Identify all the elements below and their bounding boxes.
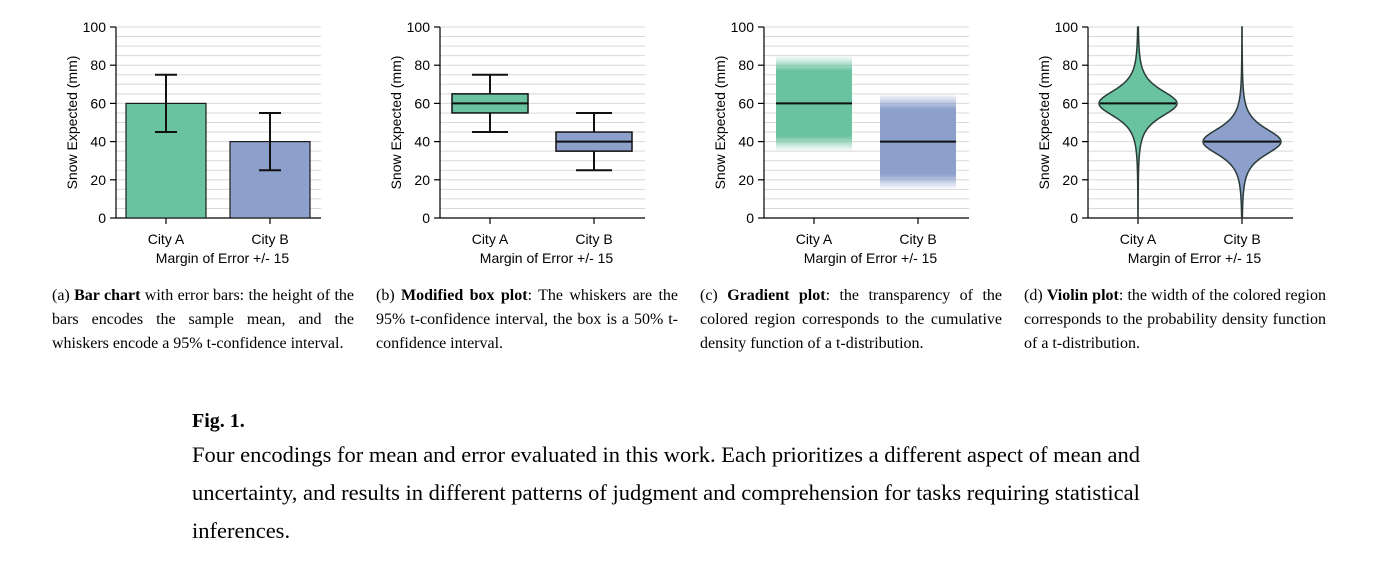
caption-d: (d) Violin plot: the width of the colore…: [1024, 284, 1326, 356]
caption-c-text: : the transparency of the colored region…: [700, 287, 1003, 352]
caption-a-prefix: (a): [52, 287, 75, 304]
bar-y-tick-label: 40: [90, 134, 106, 150]
violin-plot: 0 20 40 60 80 100 City A City B Margin of Error …: [1036, 19, 1293, 266]
bar-y-tick-label: 80: [90, 57, 106, 73]
gradient-x-axis-label: Margin of Error +/- 15: [804, 250, 938, 266]
caption-a: (a) Bar chart with error bars: the heigh…: [52, 284, 354, 356]
panel-c: 0 20 40 60 80 100 City A City B Margin of Error …: [700, 0, 1020, 390]
caption-d-text: : the width of the colored region corres…: [1024, 287, 1326, 352]
gradient-y-tick-label: 0: [746, 210, 754, 226]
box-plot: 0 20 40 60 80 100 City A City B Margin of Error …: [388, 19, 645, 266]
gradient-plot: 0 20 40 60 80 100 City A City B Margin of Error …: [712, 19, 969, 266]
bar-y-axis-label: Snow Expected (mm): [64, 56, 80, 190]
box-x-tick-label: City B: [575, 231, 612, 247]
caption-b: (b) Modified box plot: The whiskers are …: [376, 284, 678, 356]
caption-c-bold: Gradient plot: [727, 287, 826, 304]
violin-y-tick-label: 80: [1062, 57, 1078, 73]
gradient-y-tick-label: 100: [731, 19, 755, 35]
violin-body: [1098, 26, 1178, 219]
box-y-tick-label: 40: [414, 134, 430, 150]
box-y-tick-label: 100: [407, 19, 431, 35]
violin-x-tick-label: City A: [1120, 231, 1157, 247]
gradient-y-tick-label: 20: [738, 172, 754, 188]
figure-label: Fig. 1.: [192, 410, 245, 432]
panel-b: 0 20 40 60 80 100 City A City B Margin of Error …: [376, 0, 696, 390]
box-y-tick-label: 20: [414, 172, 430, 188]
bar-x-tick-label: City A: [148, 231, 185, 247]
gradient-y-tick-label: 40: [738, 134, 754, 150]
caption-b-text: : The whiskers are the 95% t-confidence …: [376, 287, 679, 352]
box-y-tick-label: 60: [414, 95, 430, 111]
bar-y-tick-label: 0: [98, 210, 106, 226]
gradient-y-tick-label: 60: [738, 95, 754, 111]
box-y-axis-label: Snow Expected (mm): [388, 56, 404, 190]
caption-a-bold: Bar chart: [74, 287, 141, 304]
caption-c-prefix: (c): [700, 287, 728, 304]
gradient-y-axis-label: Snow Expected (mm): [712, 56, 728, 190]
caption-a-text: with error bars: the height of the bars …: [52, 287, 354, 352]
bar-chart: 0 20 40 60 80 100 City A City B Margin of Error …: [64, 19, 321, 266]
caption-d-prefix: (d): [1024, 287, 1047, 304]
bar-y-tick-label: 20: [90, 172, 106, 188]
box-x-axis-label: Margin of Error +/- 15: [480, 250, 614, 266]
gradient-x-tick-label: City B: [899, 231, 936, 247]
box-y-tick-label: 0: [422, 210, 430, 226]
box-y-tick-label: 80: [414, 57, 430, 73]
violin-y-tick-label: 60: [1062, 95, 1078, 111]
caption-c: (c) Gradient plot: the transparency of t…: [700, 284, 1002, 356]
panel-d: 0 20 40 60 80 100 City A City B Margin of Error …: [1024, 0, 1344, 390]
violin-x-tick-label: City B: [1223, 231, 1260, 247]
violin-y-tick-label: 100: [1055, 19, 1079, 35]
figure-caption: Four encodings for mean and error evalua…: [192, 442, 1140, 543]
violin-x-axis-label: Margin of Error +/- 15: [1128, 250, 1262, 266]
gradient-y-tick-label: 80: [738, 57, 754, 73]
panel-a: 0 20 40 60 80 100 City A City B Margin of Error …: [52, 0, 372, 390]
violin-y-tick-label: 0: [1070, 210, 1078, 226]
violin-body: [1202, 26, 1282, 219]
caption-b-bold: Modified box plot: [401, 287, 528, 304]
bar-y-tick-label: 60: [90, 95, 106, 111]
caption-b-prefix: (b): [376, 287, 402, 304]
bar-x-tick-label: City B: [251, 231, 288, 247]
caption-d-bold: Violin plot: [1046, 287, 1119, 304]
violin-y-axis-label: Snow Expected (mm): [1036, 56, 1052, 190]
bar-bar: [229, 141, 311, 219]
violin-y-tick-label: 40: [1062, 134, 1078, 150]
gradient-x-tick-label: City A: [796, 231, 833, 247]
bar-x-axis-label: Margin of Error +/- 15: [156, 250, 290, 266]
bar-y-tick-label: 100: [83, 19, 107, 35]
violin-y-tick-label: 20: [1062, 172, 1078, 188]
box-x-tick-label: City A: [472, 231, 509, 247]
